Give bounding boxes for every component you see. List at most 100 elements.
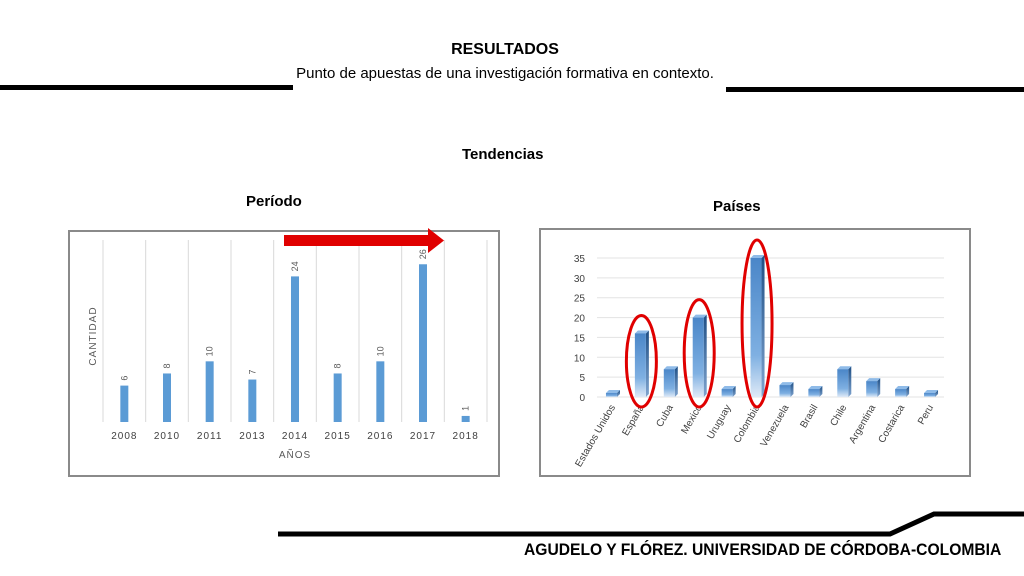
countries-bar-top <box>779 382 794 386</box>
countries-bar-side <box>732 386 736 397</box>
countries-y-tick: 25 <box>574 294 586 305</box>
countries-bar-top <box>924 390 939 394</box>
countries-bar <box>808 389 820 397</box>
left-panel-title: Período <box>246 193 302 210</box>
right-panel-title: Países <box>713 198 761 215</box>
period-data-label: 6 <box>119 376 129 381</box>
countries-y-tick: 10 <box>574 353 586 364</box>
period-data-label: 10 <box>375 346 385 356</box>
footer-rule <box>278 511 1024 537</box>
countries-bar-top <box>808 386 823 390</box>
period-bar <box>376 361 385 422</box>
period-bar <box>419 264 427 422</box>
period-chart: 6 8 10 7 24 8 10 26 1 2008 2010 2011 2013 2014 2015 20… <box>88 240 488 461</box>
countries-bar <box>779 385 791 397</box>
countries-bar-side <box>819 386 823 397</box>
countries-bar-top <box>663 366 678 370</box>
countries-bar-top <box>721 386 736 390</box>
countries-bar-side <box>848 366 852 397</box>
highlight-ellipse <box>740 238 774 409</box>
countries-bar-top <box>866 378 881 382</box>
countries-x-tick: Chile <box>828 403 849 429</box>
trend-arrow-icon <box>284 228 444 253</box>
countries-bar-top <box>837 366 852 370</box>
countries-x-tick: Colombia <box>732 403 763 445</box>
countries-x-tick: Argentina <box>847 403 878 446</box>
period-data-label: 7 <box>247 370 257 375</box>
countries-y-tick: 20 <box>574 314 586 325</box>
countries-bar <box>721 389 733 397</box>
countries-y-tick: 35 <box>574 254 586 265</box>
period-x-tick: 2008 <box>111 431 137 442</box>
header-rule-right <box>726 87 1024 92</box>
period-bar <box>291 276 299 422</box>
countries-bar-top <box>750 255 765 258</box>
countries-x-tick: Venezuela <box>759 403 792 449</box>
highlight-ellipse <box>682 298 716 409</box>
countries-bar <box>924 393 936 397</box>
countries-bar-top <box>605 390 620 394</box>
period-bar <box>163 373 171 422</box>
period-bar <box>461 415 470 422</box>
period-x-tick: 2011 <box>197 431 223 442</box>
countries-y-tick: 5 <box>579 373 585 384</box>
period-data-label: 8 <box>333 363 343 368</box>
section-title: Tendencias <box>462 146 544 163</box>
highlight-ellipse <box>624 313 658 409</box>
countries-bar-side <box>645 330 649 397</box>
period-data-label: 1 <box>461 406 471 411</box>
countries-chart-panel: 0 5 10 15 20 25 30 35 Estados Unidos España Cuba M… <box>539 228 971 477</box>
header-rule-left <box>0 85 293 90</box>
countries-x-tick: Costarica <box>877 403 908 445</box>
countries-x-tick: Brasil <box>798 403 820 430</box>
period-data-label: 24 <box>290 261 300 271</box>
header-title: RESULTADOS <box>451 41 559 58</box>
period-x-tick: 2015 <box>325 431 351 442</box>
period-data-label: 8 <box>162 363 172 368</box>
period-x-tick: 2010 <box>154 431 180 442</box>
period-bar <box>205 361 214 422</box>
period-x-tick: 2018 <box>453 431 479 442</box>
countries-y-tick: 0 <box>579 393 585 404</box>
countries-x-tick: Estados Unidos <box>574 403 619 469</box>
countries-bar-side <box>790 382 794 397</box>
period-x-tick: 2014 <box>282 431 308 442</box>
period-x-tick: 2017 <box>410 431 436 442</box>
countries-bar-side <box>703 314 707 397</box>
countries-bar-top <box>692 314 707 318</box>
countries-bar <box>895 389 907 397</box>
countries-bar-side <box>616 390 620 397</box>
countries-bar-side <box>935 390 939 397</box>
countries-bar-side <box>674 366 678 397</box>
period-x-tick: 2013 <box>239 431 265 442</box>
period-data-label: 26 <box>418 249 428 259</box>
period-chart-panel: 6 8 10 7 24 8 10 26 1 2008 2010 2011 2013 2014 2015 20… <box>68 230 500 477</box>
countries-y-tick: 15 <box>574 333 586 344</box>
countries-x-tick: Cuba <box>654 403 676 430</box>
countries-bar <box>663 369 675 397</box>
period-bar <box>248 379 257 422</box>
period-x-axis-label: AÑOS <box>279 448 311 461</box>
countries-x-tick: Peru <box>916 403 936 427</box>
countries-bar <box>692 317 704 397</box>
countries-bar <box>634 333 646 397</box>
countries-bar-side <box>906 386 910 397</box>
period-bar <box>333 373 342 422</box>
period-bar <box>120 385 129 422</box>
countries-bar-top <box>895 386 910 390</box>
countries-bar-top <box>634 330 649 334</box>
period-y-axis-label: CANTIDAD <box>88 306 99 365</box>
period-x-tick: 2016 <box>367 431 393 442</box>
countries-bar-side <box>761 255 765 397</box>
countries-bar-side <box>877 378 881 397</box>
countries-bar <box>866 381 878 397</box>
countries-x-tick: Uruguay <box>705 403 733 441</box>
countries-y-tick: 30 <box>574 274 586 285</box>
header-subtitle: Punto de apuestas de una investigación f… <box>296 65 714 82</box>
countries-bar <box>837 369 849 397</box>
countries-bar <box>605 393 617 397</box>
footer-text: AGUDELO Y FLÓREZ. UNIVERSIDAD DE CÓRDOBA… <box>524 540 1002 559</box>
countries-bar <box>750 258 762 397</box>
period-data-label: 10 <box>205 346 215 356</box>
